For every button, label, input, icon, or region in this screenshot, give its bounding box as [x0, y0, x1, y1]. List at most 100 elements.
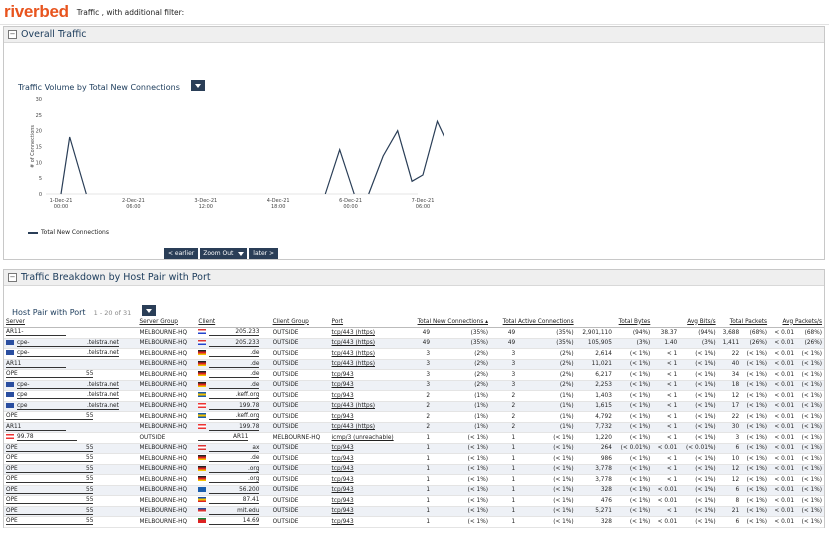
port-cell[interactable]: tcp/943 [329, 464, 406, 475]
table-row[interactable]: OPE 55 MELBOURNE-HQ 56.200 OUTSIDE tcp/943 1 (<… [4, 485, 824, 496]
server-cell[interactable]: cpe .telstra.net [4, 390, 138, 402]
server-cell[interactable]: cpe- .telstra.net [4, 338, 138, 349]
server-cell[interactable]: OPE 55 [4, 474, 138, 486]
port-cell[interactable]: tcp/943 [329, 474, 406, 486]
chart-metric-dropdown[interactable] [190, 80, 205, 91]
server-cell[interactable]: cpe .telstra.net [4, 401, 138, 412]
port-cell[interactable]: tcp/943 [329, 369, 406, 381]
port-cell[interactable]: tcp/443 (https) [329, 348, 406, 360]
port-cell[interactable]: tcp/943 [329, 453, 406, 465]
column-header-total-active-connections[interactable]: Total Active Connections [490, 316, 576, 328]
zoom-out-button[interactable]: Zoom Out [200, 248, 248, 259]
server-cell[interactable]: cpe- .telstra.net [4, 380, 138, 391]
table-row[interactable]: OPE 55 MELBOURNE-HQ ax OUTSIDE tcp/943 1 (< 1%)… [4, 443, 824, 454]
table-row[interactable]: AR11 MELBOURNE-HQ 199.78 OUTSIDE tcp/443 (ht… [4, 422, 824, 433]
table-row[interactable]: AR11 MELBOURNE-HQ .de OUTSIDE tcp/443 (https… [4, 359, 824, 370]
port-cell[interactable]: tcp/943 [329, 516, 406, 528]
value-cell: < 1 [652, 411, 680, 423]
client-cell[interactable]: mit.edu [196, 506, 271, 517]
overall-traffic-header[interactable]: − Overall Traffic [4, 27, 824, 43]
port-cell[interactable]: tcp/943 [329, 390, 406, 402]
server-cell[interactable]: AR11 [4, 422, 138, 433]
client-cell[interactable]: 199.78 [196, 401, 271, 412]
table-options-dropdown[interactable] [142, 305, 157, 316]
client-cell[interactable]: .de [196, 380, 271, 391]
table-row[interactable]: cpe .telstra.net MELBOURNE-HQ .keff.org OUTS… [4, 390, 824, 402]
port-cell[interactable]: tcp/943 [329, 485, 406, 496]
earlier-button[interactable]: < earlier [164, 248, 199, 259]
table-row[interactable]: cpe- .telstra.net MELBOURNE-HQ .de OUTSIDE tc… [4, 380, 824, 391]
client-cell[interactable]: 56.200 [196, 485, 271, 496]
column-header-total-bytes[interactable]: Total Bytes [575, 316, 653, 328]
client-cell[interactable]: 199.78 [196, 422, 271, 433]
port-cell[interactable]: tcp/943 [329, 506, 406, 517]
client-cell[interactable]: 205.233 [196, 338, 271, 349]
client-cell[interactable]: 14.69 [196, 516, 271, 528]
table-row[interactable]: OPE 55 MELBOURNE-HQ .keff.org OUTSIDE tcp/943… [4, 411, 824, 423]
table-row[interactable]: OPE 55 MELBOURNE-HQ .org OUTSIDE tcp/943 1 (< 1… [4, 464, 824, 475]
server-cell[interactable]: OPE 55 [4, 506, 138, 517]
server-cell[interactable]: OPE 55 [4, 453, 138, 465]
client-cell[interactable]: .keff.org [196, 390, 271, 402]
port-cell[interactable]: tcp/443 (https) [329, 401, 406, 412]
server-cell[interactable]: AR11- [4, 327, 138, 339]
port-cell[interactable]: tcp/443 (https) [329, 359, 406, 370]
table-row[interactable]: OPE 55 MELBOURNE-HQ .de OUTSIDE tcp/943 1 (< 1%… [4, 453, 824, 465]
column-header-avg-bits-s[interactable]: Avg Bits/s [652, 316, 718, 328]
client-cell[interactable]: ax [196, 443, 271, 454]
port-cell[interactable]: tcp/443 (https) [329, 422, 406, 433]
breakdown-header[interactable]: − Traffic Breakdown by Host Pair with Po… [4, 270, 824, 286]
collapse-icon[interactable]: − [8, 30, 17, 39]
collapse-icon[interactable]: − [8, 273, 17, 282]
column-header-total-new-connections[interactable]: Total New Connections ▴ [405, 316, 491, 328]
port-cell[interactable]: tcp/443 (https) [329, 338, 406, 349]
port-cell[interactable]: tcp/943 [329, 411, 406, 423]
server-cell[interactable]: OPE 55 [4, 495, 138, 507]
column-header-client[interactable]: Client [196, 316, 271, 328]
table-row[interactable]: OPE 55 MELBOURNE-HQ mit.edu OUTSIDE tcp/943 1(… [4, 506, 824, 517]
client-group-cell: MELBOURNE-HQ [270, 432, 330, 444]
column-header-port[interactable]: Port [329, 316, 406, 328]
client-cell[interactable]: 205.233 [196, 327, 271, 339]
client-cell[interactable]: AR11 [196, 432, 271, 444]
table-row[interactable]: OPE 55 MELBOURNE-HQ .org OUTSIDE tcp/943 1 (< 1… [4, 474, 824, 486]
server-cell[interactable]: OPE 55 [4, 516, 138, 528]
column-header-server-group[interactable]: Server Group [137, 316, 197, 328]
column-header-total-packets[interactable]: Total Packets [717, 316, 770, 328]
client-cell[interactable]: .org [196, 474, 271, 486]
table-row[interactable]: cpe .telstra.net MELBOURNE-HQ 199.78 OUTSIDE… [4, 401, 824, 412]
server-cell[interactable]: OPE 55 [4, 369, 138, 381]
chevron-down-icon[interactable] [238, 251, 245, 256]
table-row[interactable]: cpe- .telstra.net MELBOURNE-HQ 205.233 OUTSI… [4, 338, 824, 349]
port-cell[interactable]: tcp/943 [329, 380, 406, 391]
percent-cell: (< 1%) [741, 422, 770, 433]
port-cell[interactable]: icmp/3 (unreachable) [329, 432, 406, 444]
server-cell[interactable]: 99.78 [4, 432, 138, 444]
table-row[interactable]: 99.78 OUTSIDE AR11 MELBOURNE-HQ icmp/3 (unre… [4, 432, 824, 444]
client-cell[interactable]: .org [196, 464, 271, 475]
server-cell[interactable]: cpe- .telstra.net [4, 348, 138, 360]
table-row[interactable]: OPE 55 MELBOURNE-HQ 87.41 OUTSIDE tcp/943 1 (< … [4, 495, 824, 507]
client-cell[interactable]: .de [196, 453, 271, 465]
client-cell[interactable]: .keff.org [196, 411, 271, 423]
table-row[interactable]: AR11- MELBOURNE-HQ 205.233 OUTSIDE tcp/443 (… [4, 327, 824, 339]
client-cell[interactable]: .de [196, 369, 271, 381]
port-cell[interactable]: tcp/443 (https) [329, 327, 406, 339]
server-cell[interactable]: OPE 55 [4, 443, 138, 454]
column-header-client-group[interactable]: Client Group [270, 316, 330, 328]
table-row[interactable]: OPE 55 MELBOURNE-HQ .de OUTSIDE tcp/943 3 (2%) 3… [4, 369, 824, 381]
column-header-server[interactable]: Server [4, 316, 138, 328]
table-row[interactable]: cpe- .telstra.net MELBOURNE-HQ .de OUTSIDE tc… [4, 348, 824, 360]
client-cell[interactable]: 87.41 [196, 495, 271, 507]
port-cell[interactable]: tcp/943 [329, 495, 406, 507]
server-cell[interactable]: AR11 [4, 359, 138, 370]
table-row[interactable]: OPE 55 MELBOURNE-HQ 14.69 OUTSIDE tcp/943 1 (< … [4, 516, 824, 528]
port-cell[interactable]: tcp/943 [329, 443, 406, 454]
server-cell[interactable]: OPE 55 [4, 464, 138, 475]
client-cell[interactable]: .de [196, 348, 271, 360]
later-button[interactable]: later > [249, 248, 279, 259]
server-cell[interactable]: OPE 55 [4, 411, 138, 423]
server-cell[interactable]: OPE 55 [4, 485, 138, 496]
column-header-avg-packets-s[interactable]: Avg Packets/s [769, 316, 824, 328]
client-cell[interactable]: .de [196, 359, 271, 370]
